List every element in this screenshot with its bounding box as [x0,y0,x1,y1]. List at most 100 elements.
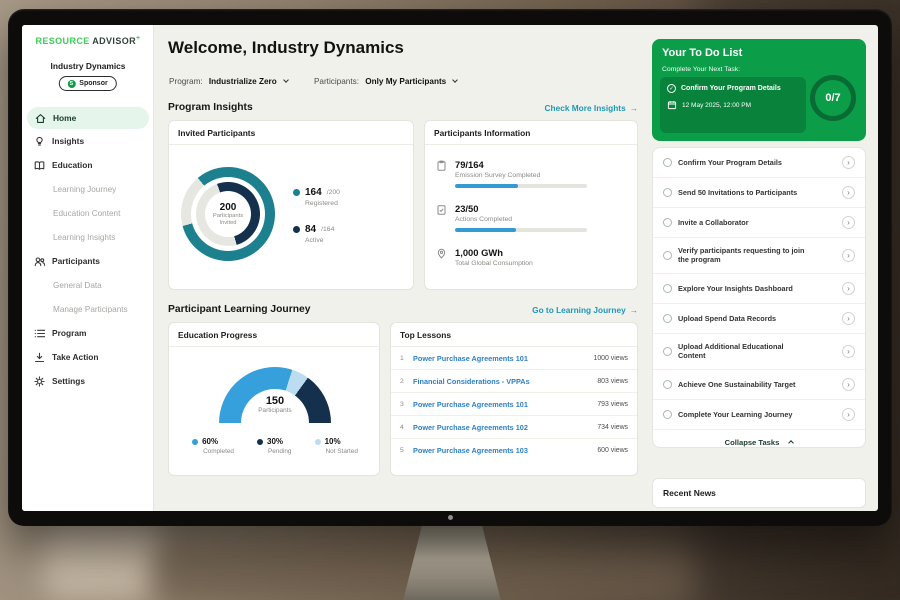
chevron-right-icon[interactable] [842,281,855,295]
donut-center-value: 200 [219,201,237,213]
page-title: Welcome, Industry Dynamics [168,38,404,57]
arrow-right-icon: → [629,102,638,113]
chevron-right-icon[interactable] [842,186,855,199]
card-title: Education Progress [169,323,379,347]
task-row[interactable]: Explore Your Insights Dashboard [653,274,865,304]
lesson-row[interactable]: 3 Power Purchase Agreements 101 793 view… [391,393,637,416]
chevron-right-icon[interactable] [842,407,855,421]
lesson-rank: 5 [400,447,404,454]
todo-title: Your To Do List [662,47,743,59]
legend-label: Registered [305,200,338,207]
task-label: Confirm Your Program Details [678,157,782,167]
card-title: Top Lessons [391,323,637,347]
sidebar-item-settings[interactable]: Settings [22,369,154,393]
learning-journey-section-header: Participant Learning Journey Go to Learn… [168,304,638,315]
legend-completed: 60% Completed [192,437,234,455]
task-row[interactable]: Upload Additional Educational Content [653,334,865,370]
sidebar-item-program[interactable]: Program [22,321,154,345]
lesson-row[interactable]: 5 Power Purchase Agreements 103 600 view… [391,439,637,462]
task-row[interactable]: Achieve One Sustainability Target [653,370,865,400]
lesson-row[interactable]: 1 Power Purchase Agreements 101 1000 vie… [391,347,637,370]
go-to-learning-journey-link[interactable]: Go to Learning Journey → [532,305,638,315]
lesson-link[interactable]: Power Purchase Agreements 101 [413,399,528,409]
task-checkbox[interactable] [663,158,672,167]
legend-dot-pending [257,438,264,445]
stat-actions-completed: 23/50 Actions Completed [435,203,627,232]
location-pin-icon [436,248,447,259]
education-progress-gauge [219,367,331,423]
task-label: Invite a Collaborator [678,217,749,227]
task-checkbox[interactable] [663,188,672,197]
recent-news-header[interactable]: Recent News [652,478,866,508]
sidebar-item-take-action[interactable]: Take Action [22,345,154,369]
task-row[interactable]: Send 50 Invitations to Participants [653,178,865,208]
task-label: Upload Additional Educational Content [678,341,784,361]
sponsor-icon: S [67,79,76,88]
chevron-right-icon[interactable] [842,311,855,325]
legend-dot-registered [293,189,300,196]
progress-bar [455,228,587,232]
legend-value: 60% [202,437,219,446]
lesson-link[interactable]: Power Purchase Agreements 102 [413,422,528,432]
card-title: Invited Participants [169,121,413,145]
sidebar-item-insights[interactable]: Insights [22,129,154,153]
task-row[interactable]: Complete Your Learning Journey [653,400,865,430]
stat-emission-survey: 79/164 Emission Survey Completed [435,159,627,188]
task-label: Upload Spend Data Records [678,313,777,323]
sponsor-label: Sponsor [79,80,108,87]
legend-total: /164 [321,226,335,233]
chevron-right-icon[interactable] [842,377,855,391]
section-title: Participant Learning Journey [168,304,311,315]
sidebar-item-education[interactable]: Education [22,153,154,177]
collapse-tasks-button[interactable]: Collapse Tasks [653,430,865,447]
donut-hole [205,191,251,237]
legend-dot-not-started [314,438,321,445]
sidebar-item-learning-insights[interactable]: Learning Insights [22,225,154,249]
task-checkbox[interactable] [663,218,672,227]
donut-center-label: 200 Participants Invited [205,191,251,237]
program-insights-section-header: Program Insights Check More Insights → [168,102,638,113]
legend-label: Pending [268,448,292,455]
next-task-box[interactable]: Confirm Your Program Details 12 May 2025… [660,77,806,133]
sidebar-item-home[interactable]: Home [27,107,149,129]
task-checkbox[interactable] [663,379,672,389]
lesson-link[interactable]: Power Purchase Agreements 103 [413,446,528,455]
education-progress-card: Education Progress 150 Participants 60% … [168,322,380,476]
lesson-row[interactable]: 2 Financial Considerations - VPPAs 803 v… [391,370,637,393]
chevron-right-icon[interactable] [842,216,855,229]
logo-advisor: ADVISOR [92,36,137,46]
task-row[interactable]: Upload Spend Data Records [653,304,865,334]
lesson-link[interactable]: Power Purchase Agreements 101 [413,353,528,363]
download-action-icon [34,352,45,363]
sidebar-item-education-content[interactable]: Education Content [22,201,154,225]
sidebar-item-learning-journey[interactable]: Learning Journey [22,177,154,201]
chevron-right-icon[interactable] [842,248,855,262]
invited-participants-donut: 200 Participants Invited [161,147,295,281]
task-row[interactable]: Invite a Collaborator [653,208,865,238]
participants-select[interactable]: Participants: Only My Participants [314,77,459,86]
lesson-link[interactable]: Financial Considerations - VPPAs [413,376,530,386]
chevron-up-icon [788,440,795,446]
program-select[interactable]: Program: Industrialize Zero [169,77,289,86]
sidebar-item-participants[interactable]: Participants [22,249,154,273]
sidebar-item-manage-participants[interactable]: Manage Participants [22,297,154,321]
chevron-right-icon[interactable] [842,156,855,169]
lesson-row[interactable]: 4 Power Purchase Agreements 102 734 view… [391,416,637,439]
task-label: Achieve One Sustainability Target [678,379,796,389]
task-checkbox[interactable] [663,409,672,419]
task-checkbox[interactable] [663,283,672,293]
legend-active: 84 /164 Active [293,224,340,244]
sidebar-item-general-data[interactable]: General Data [22,273,154,297]
check-more-insights-link[interactable]: Check More Insights → [545,103,638,113]
task-checkbox[interactable] [663,313,672,323]
task-checkbox[interactable] [663,250,672,260]
program-label: Program: [169,77,203,86]
progress-fill [455,184,519,188]
sidebar-item-label: Participants [52,256,100,266]
home-icon [35,113,46,124]
chevron-right-icon[interactable] [842,344,855,358]
legend-value: 30% [267,437,284,446]
task-row[interactable]: Confirm Your Program Details [653,148,865,178]
task-checkbox[interactable] [663,346,672,356]
task-row[interactable]: Verify participants requesting to join t… [653,238,865,274]
